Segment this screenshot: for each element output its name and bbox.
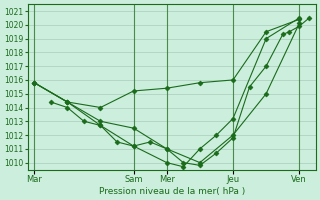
X-axis label: Pression niveau de la mer( hPa ): Pression niveau de la mer( hPa )	[99, 187, 245, 196]
